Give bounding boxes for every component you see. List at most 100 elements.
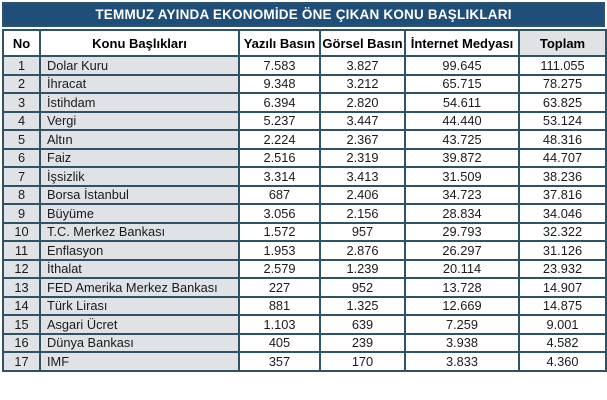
- cell-row-number: 7: [2, 166, 41, 187]
- cell-row-number: 5: [2, 129, 41, 150]
- cell-topic: T.C. Merkez Bankası: [39, 221, 240, 242]
- cell-value: 952: [319, 277, 406, 298]
- cell-value: 99.645: [404, 55, 520, 76]
- cell-value: 3.056: [238, 203, 321, 224]
- cell-topic: İhracat: [39, 73, 240, 94]
- table-row: 1 Dolar Kuru 7.583 3.827 99.645 111.055: [2, 55, 607, 76]
- cell-topic: İthalat: [39, 258, 240, 279]
- cell-value: 3.212: [319, 73, 406, 94]
- cell-value: 170: [319, 351, 406, 372]
- table-row: 8 Borsa İstanbul 687 2.406 34.723 37.816: [2, 184, 607, 205]
- cell-value: 687: [238, 184, 321, 205]
- cell-row-number: 11: [2, 240, 41, 261]
- cell-topic: Altın: [39, 129, 240, 150]
- page-title: TEMMUZ AYINDA EKONOMİDE ÖNE ÇIKAN KONU B…: [2, 2, 605, 27]
- cell-value: 3.827: [319, 55, 406, 76]
- column-header-total: Toplam: [518, 29, 607, 57]
- cell-value: 31.509: [404, 166, 520, 187]
- cell-value: 12.669: [404, 295, 520, 316]
- cell-value: 1.325: [319, 295, 406, 316]
- table-row: 6 Faiz 2.516 2.319 39.872 44.707: [2, 147, 607, 168]
- cell-value: 1.103: [238, 314, 321, 335]
- cell-value: 2.820: [319, 92, 406, 113]
- cell-value: 3.314: [238, 166, 321, 187]
- cell-value: 2.876: [319, 240, 406, 261]
- topics-table: No Konu Başlıkları Yazılı Basın Görsel B…: [2, 29, 607, 372]
- cell-row-number: 2: [2, 73, 41, 94]
- cell-value: 2.516: [238, 147, 321, 168]
- table-row: 11 Enflasyon 1.953 2.876 26.297 31.126: [2, 240, 607, 261]
- cell-row-number: 12: [2, 258, 41, 279]
- cell-value: 4.582: [518, 332, 607, 353]
- table-row: 3 İstihdam 6.394 2.820 54.611 63.825: [2, 92, 607, 113]
- cell-value: 2.319: [319, 147, 406, 168]
- cell-value: 881: [238, 295, 321, 316]
- column-header-no: No: [2, 29, 41, 57]
- column-header-print: Yazılı Basın: [238, 29, 321, 57]
- cell-value: 1.953: [238, 240, 321, 261]
- cell-value: 2.367: [319, 129, 406, 150]
- cell-value: 2.156: [319, 203, 406, 224]
- table-row: 4 Vergi 5.237 3.447 44.440 53.124: [2, 110, 607, 131]
- cell-value: 405: [238, 332, 321, 353]
- cell-value: 357: [238, 351, 321, 372]
- cell-value: 3.833: [404, 351, 520, 372]
- cell-topic: Enflasyon: [39, 240, 240, 261]
- table-row: 12 İthalat 2.579 1.239 20.114 23.932: [2, 258, 607, 279]
- cell-value: 53.124: [518, 110, 607, 131]
- cell-value: 28.834: [404, 203, 520, 224]
- cell-value: 2.406: [319, 184, 406, 205]
- cell-topic: IMF: [39, 351, 240, 372]
- cell-value: 20.114: [404, 258, 520, 279]
- cell-value: 32.322: [518, 221, 607, 242]
- cell-value: 1.572: [238, 221, 321, 242]
- cell-row-number: 13: [2, 277, 41, 298]
- cell-value: 6.394: [238, 92, 321, 113]
- table-row: 5 Altın 2.224 2.367 43.725 48.316: [2, 129, 607, 150]
- cell-topic: İşsizlik: [39, 166, 240, 187]
- cell-value: 227: [238, 277, 321, 298]
- table-row: 13 FED Amerika Merkez Bankası 227 952 13.728…: [2, 277, 607, 298]
- cell-row-number: 4: [2, 110, 41, 131]
- cell-value: 111.055: [518, 55, 607, 76]
- cell-value: 23.932: [518, 258, 607, 279]
- table-row: 2 İhracat 9.348 3.212 65.715 78.275: [2, 73, 607, 94]
- cell-value: 7.259: [404, 314, 520, 335]
- column-header-internet: İnternet Medyası: [404, 29, 520, 57]
- table-row: 16 Dünya Bankası 405 239 3.938 4.582: [2, 332, 607, 353]
- cell-value: 48.316: [518, 129, 607, 150]
- cell-value: 1.239: [319, 258, 406, 279]
- cell-value: 5.237: [238, 110, 321, 131]
- cell-value: 2.224: [238, 129, 321, 150]
- table-row: 9 Büyüme 3.056 2.156 28.834 34.046: [2, 203, 607, 224]
- cell-row-number: 8: [2, 184, 41, 205]
- cell-value: 34.046: [518, 203, 607, 224]
- cell-value: 34.723: [404, 184, 520, 205]
- cell-row-number: 15: [2, 314, 41, 335]
- cell-value: 239: [319, 332, 406, 353]
- cell-value: 3.938: [404, 332, 520, 353]
- cell-row-number: 6: [2, 147, 41, 168]
- cell-value: 29.793: [404, 221, 520, 242]
- cell-topic: Vergi: [39, 110, 240, 131]
- cell-row-number: 3: [2, 92, 41, 113]
- cell-value: 14.875: [518, 295, 607, 316]
- cell-value: 39.872: [404, 147, 520, 168]
- cell-row-number: 16: [2, 332, 41, 353]
- cell-value: 38.236: [518, 166, 607, 187]
- cell-value: 2.579: [238, 258, 321, 279]
- cell-value: 37.816: [518, 184, 607, 205]
- cell-value: 3.413: [319, 166, 406, 187]
- cell-value: 31.126: [518, 240, 607, 261]
- cell-value: 4.360: [518, 351, 607, 372]
- cell-value: 26.297: [404, 240, 520, 261]
- cell-value: 957: [319, 221, 406, 242]
- cell-row-number: 17: [2, 351, 41, 372]
- table-row: 7 İşsizlik 3.314 3.413 31.509 38.236: [2, 166, 607, 187]
- cell-value: 65.715: [404, 73, 520, 94]
- table-row: 17 IMF 357 170 3.833 4.360: [2, 351, 607, 372]
- cell-value: 3.447: [319, 110, 406, 131]
- cell-topic: Borsa İstanbul: [39, 184, 240, 205]
- cell-topic: Dolar Kuru: [39, 55, 240, 76]
- cell-row-number: 9: [2, 203, 41, 224]
